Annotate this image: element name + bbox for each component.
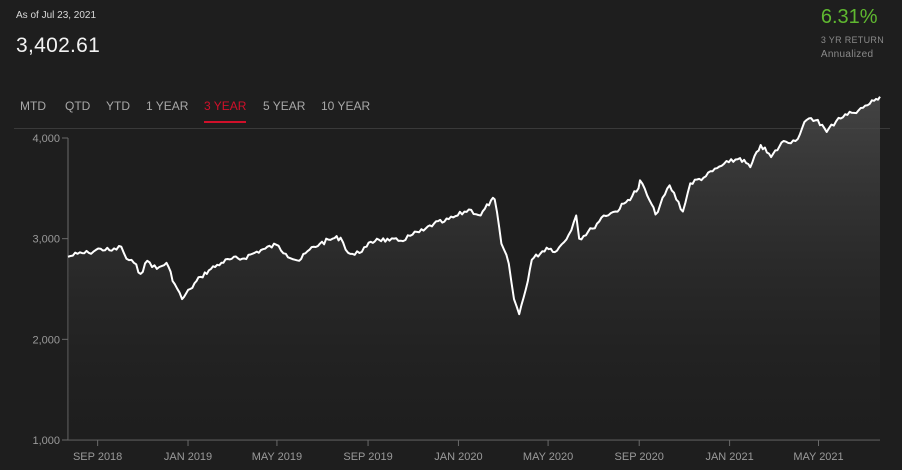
- return-label: 3 YR RETURN: [820, 35, 884, 45]
- x-tick-label: JAN 2019: [164, 451, 212, 463]
- x-tick-label: MAY 2019: [252, 451, 302, 463]
- x-tick-label: SEP 2018: [73, 451, 122, 463]
- tab-1-year[interactable]: 1 YEAR: [146, 99, 189, 113]
- tab-ytd[interactable]: YTD: [106, 99, 130, 113]
- return-value: 6.31%: [820, 6, 878, 28]
- x-tick-label: SEP 2019: [343, 451, 392, 463]
- index-price: 3,402.61: [16, 34, 101, 57]
- x-tick-label: JAN 2020: [434, 451, 482, 463]
- y-tick-label: 1,000: [32, 435, 60, 447]
- price-line[interactable]: [67, 96, 881, 316]
- as-of-date: As of Jul 23, 2021: [16, 10, 97, 21]
- return-summary: 6.31% 3 YR RETURN Annualized: [821, 6, 884, 60]
- y-tick-label: 3,000: [32, 234, 60, 246]
- x-tick-label: MAY 2020: [523, 451, 573, 463]
- tab-qtd[interactable]: QTD: [65, 99, 91, 113]
- tab-mtd[interactable]: MTD: [20, 99, 46, 113]
- y-axis: 1,000 2,000 3,000 4,000: [32, 133, 69, 447]
- x-tick-label: MAY 2021: [793, 451, 843, 463]
- tab-3-year[interactable]: 3 YEAR: [204, 99, 247, 123]
- tab-10-year[interactable]: 10 YEAR: [321, 99, 371, 113]
- price-area: [68, 96, 880, 440]
- x-axis: SEP 2018 JAN 2019 MAY 2019 SEP 2019 JAN 2020…: [68, 439, 880, 463]
- return-sub-label: Annualized: [820, 49, 874, 60]
- x-tick-label: SEP 2020: [615, 451, 664, 463]
- tab-5-year[interactable]: 5 YEAR: [263, 99, 306, 113]
- y-tick-label: 2,000: [32, 334, 60, 346]
- x-tick-label: JAN 2021: [705, 451, 753, 463]
- y-tick-label: 4,000: [32, 133, 60, 145]
- period-tabs: MTD QTD YTD 1 YEAR 3 YEAR 5 YEAR 10 YEAR: [14, 90, 890, 129]
